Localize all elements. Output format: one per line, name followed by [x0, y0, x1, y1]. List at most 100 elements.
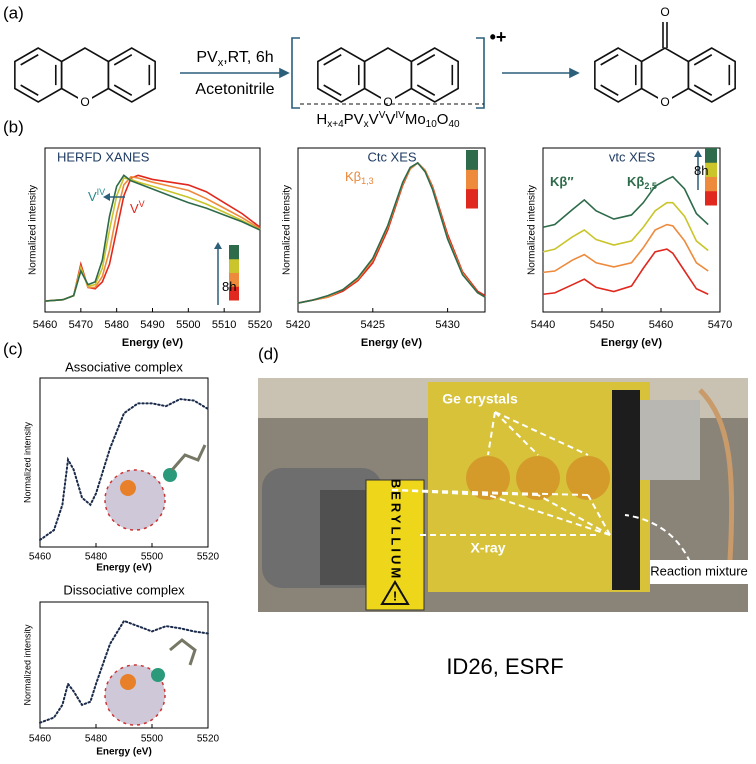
annotation-part: 2,5: [644, 181, 657, 191]
y-axis-label: Normalized intensity: [22, 624, 32, 706]
annotation-part: IV: [97, 187, 106, 197]
annotation: 8h: [694, 163, 708, 178]
double-bond: [323, 84, 342, 96]
spectrum-line: [44, 177, 261, 302]
y-axis-label: Normalized intensity: [282, 185, 293, 275]
x-tick-label: 5500: [141, 552, 164, 563]
chart-title: Associative complex: [65, 359, 183, 374]
x-axis-label: Energy (eV): [122, 337, 183, 349]
spectrum-line: [542, 175, 709, 229]
double-bond: [20, 54, 39, 66]
charts: 5460 5470 5480 5490 5500 5510 5520 Energy (eV) N…: [22, 147, 732, 758]
x-tick-label: 5480: [85, 734, 108, 745]
chart-title: vtc XES: [609, 149, 656, 164]
double-bond: [113, 54, 133, 66]
colorbar-block: [705, 176, 717, 192]
plot-frame: [39, 377, 209, 548]
x-tick-label: 5460: [33, 319, 57, 331]
colorbar-block: [229, 245, 239, 260]
spectrum-line: [542, 223, 709, 274]
time-arrow-head: [694, 150, 702, 157]
atom-bg: [381, 95, 395, 109]
ring: [594, 47, 643, 103]
arrows: [180, 67, 580, 79]
colorbar-block: [466, 188, 478, 209]
annotation-part: V: [88, 189, 97, 204]
annotation: 8h: [222, 279, 236, 294]
spectrum-line: [44, 174, 261, 302]
ring: [410, 47, 459, 103]
x-tick-label: 5480: [85, 552, 108, 563]
x-tick-label: 5490: [140, 319, 164, 331]
x-tick-label: 5420: [286, 319, 310, 331]
x-axis-label: Energy (eV): [361, 337, 422, 349]
annotation: VV: [130, 199, 145, 216]
x-tick-label: 5460: [29, 552, 52, 563]
x-tick-label: 5450: [590, 319, 614, 331]
spectrum-line: [297, 161, 486, 304]
double-bond: [416, 54, 436, 66]
spectrum-line: [542, 248, 709, 296]
x-tick-label: 5520: [197, 552, 220, 563]
annotation-part: V: [139, 199, 145, 209]
annotation-part: 8h: [222, 279, 236, 294]
colorbar-block: [229, 286, 239, 301]
annotation-part: Kβ: [627, 174, 644, 189]
x-axis-label: Energy (eV): [601, 337, 662, 349]
ring: [640, 47, 690, 103]
ring: [317, 47, 366, 103]
photo-label: X-ray: [470, 540, 505, 556]
x-tick-label: 5460: [29, 734, 52, 745]
panel-label: (d): [258, 344, 279, 363]
panel-label: (c): [3, 339, 23, 358]
double-bond: [416, 84, 436, 96]
x-tick-label: 5520: [197, 734, 220, 745]
chart-title: Dissociative complex: [63, 582, 185, 597]
annotation: Kβ1,3: [345, 169, 374, 186]
annotation-part: 1,3: [361, 176, 374, 186]
colorbar-block: [705, 162, 717, 177]
spectrum-line: [39, 398, 209, 541]
spectrum-line: [39, 619, 209, 724]
x-tick-label: 5430: [435, 319, 459, 331]
chart-title: Ctc XES: [367, 149, 416, 164]
x-tick-label: 5500: [141, 734, 164, 745]
cluster-sketch: [104, 444, 207, 726]
panel-label: (b): [3, 117, 24, 136]
atom-bg: [78, 95, 92, 109]
double-bond: [323, 54, 342, 66]
x-tick-label: 5520: [248, 319, 272, 331]
panel-label: (a): [3, 3, 24, 22]
colorbar-block: [466, 150, 478, 170]
colorbar-block: [705, 190, 717, 206]
spectrum-line: [542, 201, 709, 253]
warning: !: [393, 588, 397, 603]
ring: [107, 47, 156, 103]
scheme: O O O O: [14, 5, 736, 109]
double-bond: [693, 54, 713, 66]
x-tick-label: 5500: [176, 319, 200, 331]
double-bond: [20, 84, 39, 96]
ring: [60, 47, 110, 103]
formula: Hx+4PVxVVVIVMo10O40: [316, 110, 460, 130]
atom: O: [660, 5, 669, 19]
spectrum-line: [297, 161, 486, 304]
colorbar-block: [229, 272, 239, 287]
colorbar-block: [466, 169, 478, 190]
double-bond: [113, 84, 133, 96]
x-tick-label: 5470: [69, 319, 93, 331]
annotation: Kβ″: [550, 174, 574, 189]
atom: O: [80, 95, 89, 109]
spectrum-line: [44, 174, 261, 302]
plot-frame: [39, 601, 209, 729]
atom: O: [660, 95, 669, 109]
double-bond: [600, 84, 619, 96]
window-text: BERYLLIUM: [389, 479, 404, 581]
caption: ID26, ESRF: [446, 654, 563, 679]
spectrum-line: [297, 161, 486, 304]
conditions: PVx,RT, 6h: [196, 49, 273, 69]
time-arrow-head: [214, 242, 222, 249]
x-tick-label: 5440: [531, 319, 555, 331]
plot-frame: [542, 147, 721, 313]
